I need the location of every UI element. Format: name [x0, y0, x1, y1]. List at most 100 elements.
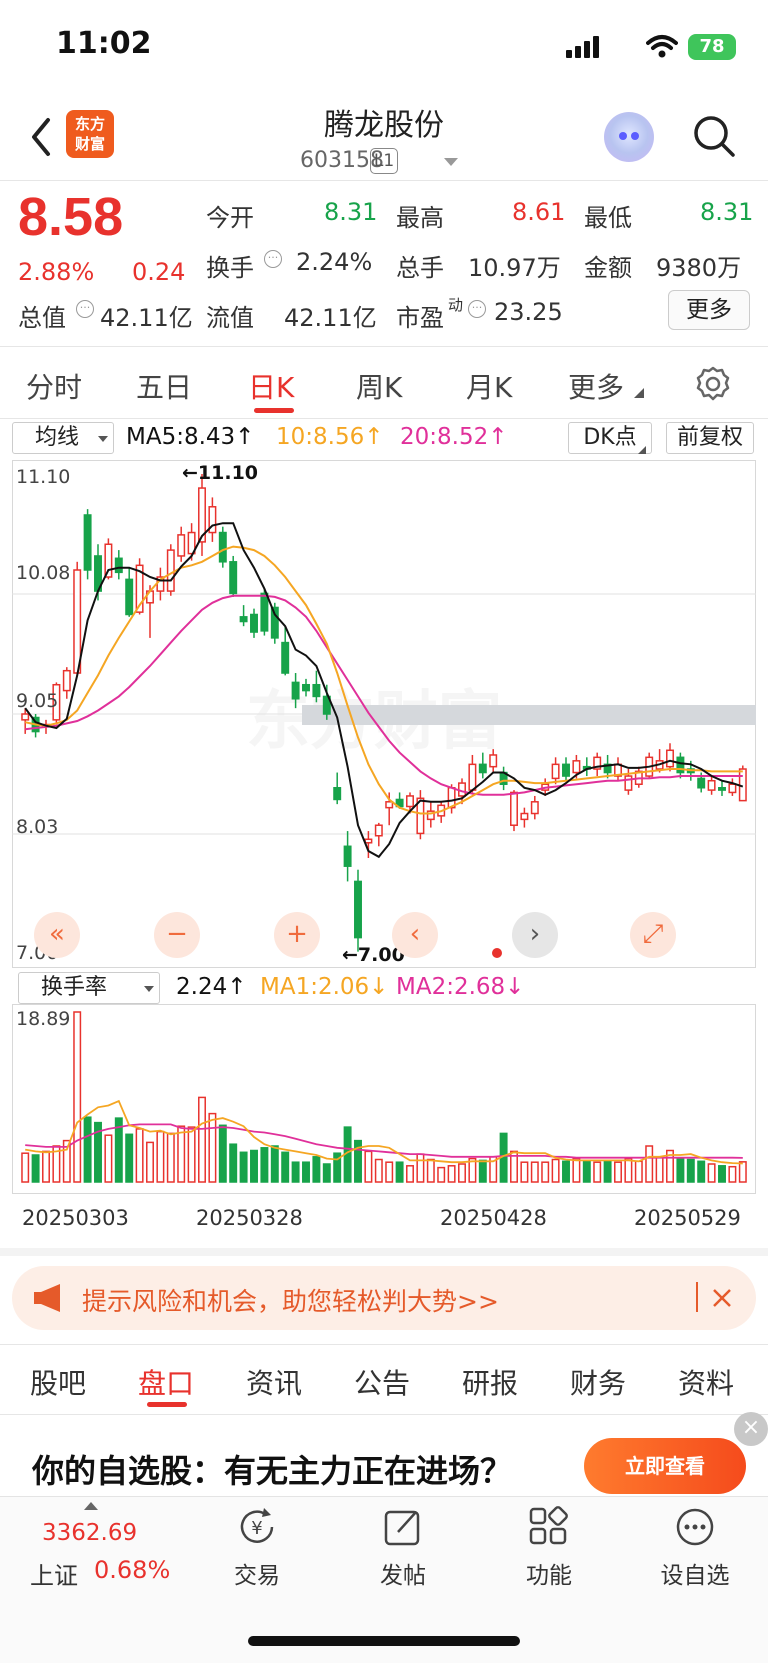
chevron-down-icon[interactable]	[444, 158, 458, 166]
turnover-bar	[614, 1161, 622, 1183]
close-icon[interactable]	[712, 1288, 732, 1308]
caret-up-icon	[84, 1502, 98, 1510]
tab-announcements[interactable]: 公告	[354, 1367, 411, 1400]
tab-weekly-k[interactable]: 周K	[356, 371, 403, 404]
turnover-bar	[198, 1096, 206, 1183]
candle-body	[374, 824, 383, 837]
tab-more[interactable]: 更多	[568, 371, 625, 404]
tab-daily-k[interactable]: 日K	[248, 371, 295, 404]
svg-text:¥: ¥	[251, 1518, 262, 1539]
tab-monthly-k[interactable]: 月K	[466, 371, 513, 404]
turnover-bar	[686, 1158, 695, 1183]
info-icon[interactable]: ···	[468, 300, 486, 318]
turnover-bar	[728, 1165, 737, 1183]
ad-close-icon[interactable]: ×	[734, 1412, 768, 1446]
trade-icon[interactable]: ¥	[236, 1506, 278, 1548]
kline-chart[interactable]	[12, 460, 756, 968]
status-time: 11:02	[56, 26, 152, 61]
turnover-current: 2.24↑	[176, 974, 247, 1000]
index-change[interactable]: 0.68%	[94, 1556, 171, 1584]
candle-body	[572, 760, 581, 774]
pe-label: 市盈	[396, 304, 444, 332]
promo-text[interactable]: 提示风险和机会，助您轻松判大势>>	[82, 1287, 499, 1316]
turnover-bar	[270, 1145, 279, 1183]
candle-body	[322, 695, 331, 715]
high-label: 最高	[396, 204, 444, 232]
ad-headline: 你的自选股：有无主力正在进场？	[32, 1452, 513, 1490]
tab-intraday[interactable]: 分时	[26, 371, 83, 404]
date-label-2: 20250328	[196, 1206, 303, 1230]
dropdown-caret-icon	[98, 436, 108, 442]
section-divider	[0, 1248, 768, 1256]
dk-point-button[interactable]: DK点	[568, 422, 652, 454]
candle-body	[593, 756, 602, 770]
change-percent: 2.88%	[18, 258, 95, 286]
watchlist-label[interactable]: 设自选	[660, 1563, 730, 1589]
candle-body	[250, 613, 258, 633]
candle-body	[530, 801, 539, 815]
sub-indicator-selector[interactable]: 换手率	[18, 972, 160, 1004]
turnover-chart[interactable]	[12, 1004, 756, 1194]
functions-label[interactable]: 功能	[526, 1563, 572, 1589]
logo-line-1: 东方	[74, 115, 105, 133]
more-button[interactable]: 更多	[668, 290, 750, 330]
search-icon[interactable]	[690, 112, 738, 160]
zoom-out-button[interactable]: −	[154, 912, 200, 958]
candle-body	[312, 683, 321, 698]
tab-news[interactable]: 资讯	[246, 1367, 303, 1400]
candle-body	[208, 506, 217, 534]
candle-body	[624, 775, 633, 791]
turnover-bar	[541, 1161, 550, 1183]
compose-icon[interactable]	[382, 1506, 424, 1548]
trade-label[interactable]: 交易	[234, 1563, 280, 1589]
assistant-robot-icon[interactable]	[604, 112, 654, 162]
tab-profile[interactable]: 资料	[678, 1367, 735, 1400]
turnover-bar	[624, 1157, 633, 1183]
post-label[interactable]: 发帖	[380, 1563, 426, 1589]
back-arrow-icon[interactable]	[26, 112, 56, 162]
index-name[interactable]: 上证	[30, 1562, 78, 1590]
turnover-bar	[322, 1163, 331, 1183]
zoom-in-button[interactable]: +	[274, 912, 320, 958]
turnover-chart-frame[interactable]	[12, 1004, 756, 1194]
candle-body	[510, 791, 518, 826]
tab-forum[interactable]: 股吧	[30, 1367, 87, 1400]
indicator-selector[interactable]: 均线	[12, 422, 114, 454]
turnover-ma2: MA2:2.68↓	[396, 974, 525, 1000]
next-button[interactable]: ›	[512, 912, 558, 958]
tab-research[interactable]: 研报	[462, 1367, 519, 1400]
more-dots-icon[interactable]	[674, 1506, 716, 1548]
index-value[interactable]: 3362.69	[42, 1520, 138, 1546]
turnover-bar	[707, 1163, 716, 1183]
level-badge[interactable]: L1	[370, 148, 398, 174]
megaphone-icon	[34, 1284, 60, 1312]
turnover-bar	[250, 1149, 258, 1183]
candle-body	[520, 812, 529, 821]
grid-icon[interactable]	[528, 1506, 570, 1548]
turnover-bar	[73, 1011, 82, 1183]
candle-body	[676, 756, 685, 774]
tab-financials[interactable]: 财务	[570, 1367, 627, 1400]
view-now-button[interactable]: 立即查看	[584, 1438, 746, 1494]
expand-button[interactable]: ⤢	[630, 912, 676, 958]
tab-order-book[interactable]: 盘口	[138, 1367, 195, 1400]
info-icon[interactable]: ···	[264, 250, 282, 268]
tab-five-day[interactable]: 五日	[136, 371, 193, 404]
turnover-value: 2.24%	[296, 248, 373, 276]
low-label: 最低	[584, 204, 632, 232]
market-cap-label: 总值	[18, 304, 66, 332]
gear-icon[interactable]	[693, 364, 733, 404]
info-icon[interactable]: ···	[76, 300, 94, 318]
volume-value: 10.97万	[468, 254, 561, 282]
price-axis-2: 10.08	[16, 562, 71, 584]
adjust-button[interactable]: 前复权	[666, 422, 754, 454]
jump-start-button[interactable]: «	[34, 912, 80, 958]
candle-body	[166, 549, 175, 592]
amount-value: 9380万	[656, 254, 742, 282]
candle-body	[125, 578, 134, 616]
risk-promo-banner[interactable]	[12, 1266, 756, 1330]
prev-button[interactable]: ‹	[392, 912, 438, 958]
candle-body	[135, 564, 144, 613]
candle-body	[291, 681, 300, 700]
candle-body	[354, 880, 362, 939]
